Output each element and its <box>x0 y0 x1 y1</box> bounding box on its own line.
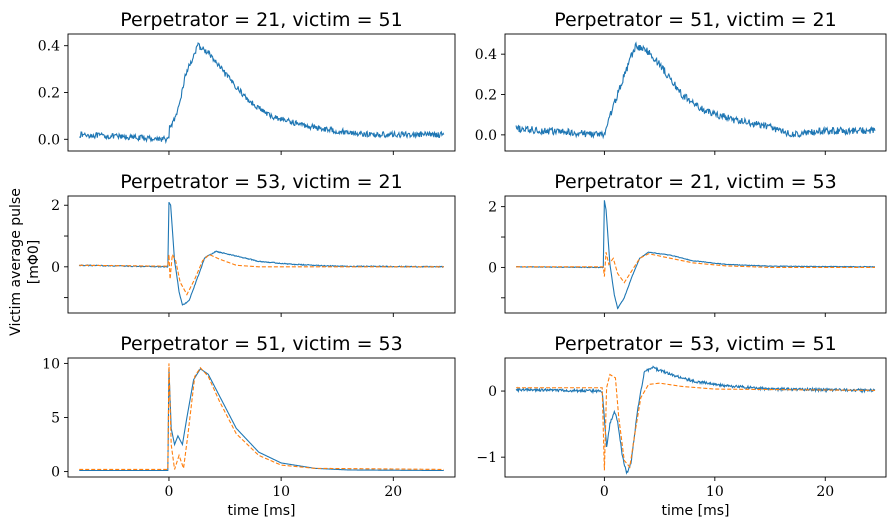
y-tick-label: 0.0 <box>475 128 497 144</box>
y-tick-label: 2 <box>488 200 497 216</box>
x-tick-label: 10 <box>272 484 290 500</box>
measured-series-line <box>515 200 875 310</box>
panel-title: Perpetrator = 51, victim = 53 <box>120 333 402 355</box>
measured-series-line <box>78 41 445 145</box>
y-tick-label: 10 <box>42 356 60 372</box>
figure-ylabel-unit: [mΦ0] <box>26 240 42 285</box>
x-tick-label: 20 <box>384 484 402 500</box>
measured-series-line <box>515 365 876 475</box>
panel-top-left: 0.0 0.2 0.4 Perpetrator = 21, victim = 51 <box>38 9 456 155</box>
axes-frame <box>504 195 887 314</box>
panel-bottom-left: 0 10 20 0 5 10 Perpetrator = 51, victim = 53 ti… <box>42 333 456 519</box>
axes-frame <box>67 33 456 152</box>
x-tick-label: 0 <box>600 484 609 500</box>
y-tick-label: 0.2 <box>475 88 497 104</box>
y-tick-label: 0.0 <box>38 132 60 148</box>
model-series-line <box>79 252 444 296</box>
model-series-line <box>79 363 444 470</box>
panel-title: Perpetrator = 21, victim = 53 <box>554 171 836 193</box>
panel-bottom-right: 0 10 20 −1 0 Perpetrator = 53, victim = 51 tim… <box>476 333 887 519</box>
x-axis-label: time [ms] <box>662 503 730 519</box>
panel-middle-right: 0 2 Perpetrator = 21, victim = 53 <box>488 171 887 317</box>
y-tick-label: 2 <box>51 198 60 214</box>
measured-series-line <box>78 201 444 306</box>
y-tick-label: 0.4 <box>38 39 60 55</box>
model-series-line <box>516 373 875 471</box>
measured-series-line <box>515 41 876 140</box>
panel-title: Perpetrator = 51, victim = 21 <box>554 9 836 31</box>
x-axis-label: time [ms] <box>228 503 296 519</box>
panel-title: Perpetrator = 21, victim = 51 <box>120 9 402 31</box>
x-tick-label: 20 <box>816 484 834 500</box>
panel-top-right: 0.0 0.2 0.4 Perpetrator = 51, victim = 21 <box>475 9 887 155</box>
axes-frame <box>504 357 887 478</box>
y-tick-label: 0 <box>488 384 497 400</box>
x-tick-label: 0 <box>164 484 173 500</box>
axes-frame <box>67 357 456 478</box>
y-tick-label: 5 <box>51 411 60 427</box>
x-tick-label: 10 <box>706 484 724 500</box>
y-tick-label: 0 <box>488 260 497 276</box>
axes-frame <box>67 195 456 314</box>
y-tick-label: 0 <box>51 465 60 481</box>
axes-frame <box>504 33 887 152</box>
measured-series-line <box>79 368 444 472</box>
y-tick-label: −1 <box>476 450 497 466</box>
panel-title: Perpetrator = 53, victim = 51 <box>554 333 836 355</box>
panel-title: Perpetrator = 53, victim = 21 <box>120 171 402 193</box>
y-tick-label: 0 <box>51 260 60 276</box>
y-tick-label: 0.2 <box>38 86 60 102</box>
panel-middle-left: 0 2 Perpetrator = 53, victim = 21 <box>51 171 456 317</box>
figure-ylabel: Victim average pulse <box>8 188 24 336</box>
y-tick-label: 0.4 <box>475 47 497 63</box>
model-series-line <box>516 252 875 284</box>
